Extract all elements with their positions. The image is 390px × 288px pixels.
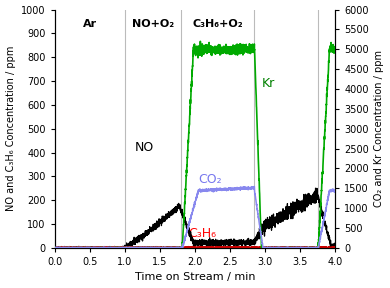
Text: NO+O₂: NO+O₂ <box>132 19 174 29</box>
Text: Kr: Kr <box>262 77 275 90</box>
Text: C₃H₆+O₂: C₃H₆+O₂ <box>192 19 243 29</box>
Text: CO₂: CO₂ <box>199 173 222 186</box>
X-axis label: Time on Stream / min: Time on Stream / min <box>135 272 255 283</box>
Text: NO: NO <box>135 141 154 154</box>
Y-axis label: CO₂ and Kr Concentration / ppm: CO₂ and Kr Concentration / ppm <box>374 50 385 207</box>
Text: Ar: Ar <box>83 19 97 29</box>
Y-axis label: NO and C₃H₆ Concentration / ppm: NO and C₃H₆ Concentration / ppm <box>5 46 16 211</box>
Text: C₃H₆: C₃H₆ <box>188 227 216 240</box>
